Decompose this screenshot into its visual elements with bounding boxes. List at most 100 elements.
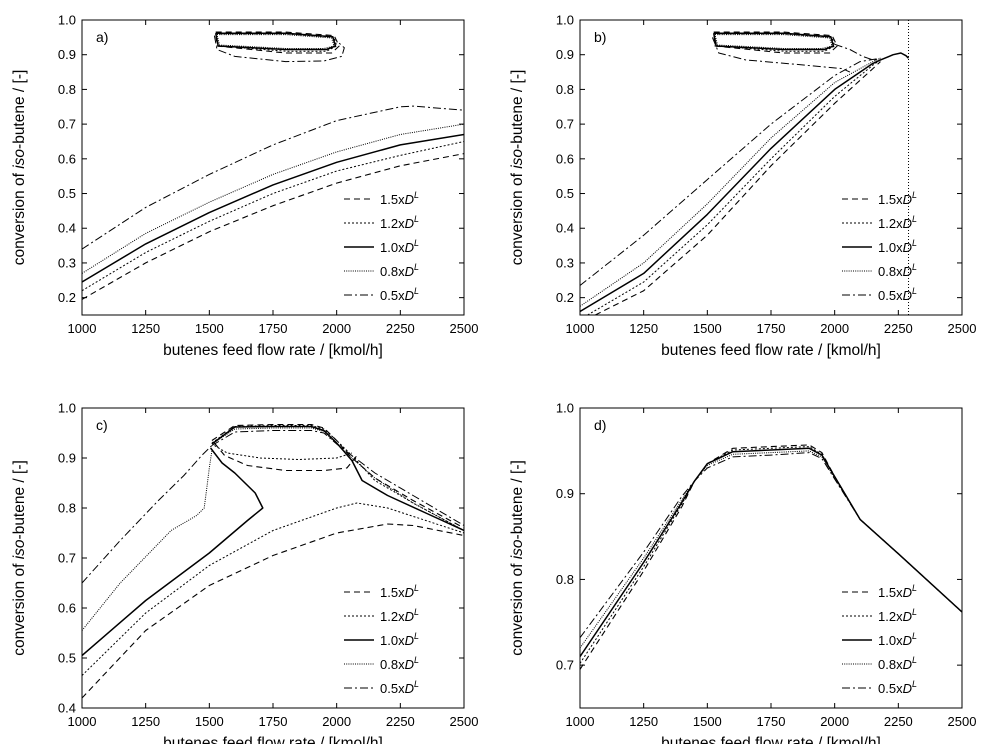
legend-entry: 0.8xDL [878,655,917,672]
y-tick-label: 0.9 [58,47,76,62]
x-tick-label: 2000 [820,321,849,336]
y-tick-label: 0.4 [58,221,76,236]
legend-entry: 1.0xDL [878,631,917,648]
series-group [82,31,464,300]
x-tick-label: 2000 [322,714,351,729]
x-tick-label: 2500 [948,714,977,729]
panel-label: d) [594,417,606,433]
series-group [82,423,464,699]
series-line-1.2x [580,446,962,664]
series-line-1.5x [211,423,464,529]
series-line-0.5x [82,445,213,584]
panel-4: 1000 1250 1500 1750 2000 2250 2500 0.7 0.8 0.9 1.0… [509,401,976,744]
panel-1: 1000 1250 1500 1750 2000 2250 2500 0.2 0.3 0.4 0.5… [11,13,478,360]
series-line-0.8x [82,123,464,274]
x-tick-label: 1750 [757,321,786,336]
legend-entry: 1.5xDL [878,583,917,600]
x-tick-label: 1000 [68,714,97,729]
x-axis-label: butenes feed flow rate / [kmol/h] [163,342,383,359]
series-line-1.2x [82,502,464,676]
series-line-1.0x [82,447,264,657]
y-tick-label: 0.6 [58,151,76,166]
x-tick-label: 1750 [259,714,288,729]
series-line-0.5x [211,430,464,526]
x-tick-label: 2000 [322,321,351,336]
legend: 1.5xDL 1.2xDL 1.0xDL 0.8xDL 0.5xDL [842,190,917,303]
y-tick-label: 1.0 [556,13,574,28]
x-tick-label: 1250 [131,714,160,729]
series-line-0.5x [82,105,464,250]
series-line-0.8x [216,34,335,49]
x-tick-label: 2250 [884,714,913,729]
legend-entry: 0.5xDL [878,286,917,303]
series-line-1.0x [580,59,881,313]
x-tick-label: 2250 [884,321,913,336]
x-tick-label: 1750 [259,321,288,336]
y-tick-label: 0.2 [556,290,574,305]
y-tick-label: 0.7 [58,551,76,566]
series-line-0.8x [714,34,833,49]
panel-label: a) [96,29,108,45]
legend-entry: 1.0xDL [878,238,917,255]
series-line-1.0x [214,32,337,51]
x-tick-label: 1500 [693,714,722,729]
legend-entry: 1.2xDL [878,214,917,231]
series-line-0.5x [213,35,345,63]
series-line-1.0x [880,52,910,61]
y-tick-label: 0.4 [556,221,574,236]
y-tick-label: 1.0 [58,401,76,416]
y-axis-label: conversion of iso-butene / [-] [509,70,526,266]
x-tick-label: 1500 [195,321,224,336]
y-tick-label: 0.6 [556,151,574,166]
y-tick-label: 0.5 [556,186,574,201]
panel-label: b) [594,29,606,45]
x-tick-label: 2500 [450,714,479,729]
x-axis-label: butenes feed flow rate / [kmol/h] [163,735,383,744]
series-line-1.5x [82,523,464,699]
series-line-1.5x [595,61,881,315]
legend-entry: 1.0xDL [380,238,419,255]
panel-3: 1000 1250 1500 1750 2000 2250 2500 0.4 0.5 0.6 0.7… [11,401,478,744]
series-line-1.0x [712,32,835,51]
y-tick-label: 0.4 [58,701,76,716]
legend: 1.5xDL 1.2xDL 1.0xDL 0.8xDL 0.5xDL [344,190,419,303]
x-tick-label: 1250 [131,321,160,336]
y-tick-label: 0.3 [58,255,76,270]
x-tick-label: 1000 [68,321,97,336]
legend-entry: 0.8xDL [878,262,917,279]
series-line-1.0x [580,447,962,658]
y-tick-label: 0.8 [58,82,76,97]
x-tick-label: 1250 [629,321,658,336]
x-axis-label: butenes feed flow rate / [kmol/h] [661,735,881,744]
x-tick-label: 2000 [820,714,849,729]
y-tick-label: 0.7 [556,658,574,673]
y-axis-label: conversion of iso-butene / [-] [11,70,28,266]
series-line-0.8x [211,427,464,531]
x-axis-label: butenes feed flow rate / [kmol/h] [661,342,881,359]
series-line-1.0x [211,425,464,532]
legend-entry: 1.2xDL [878,607,917,624]
series-line-1.2x [587,59,881,315]
x-tick-label: 1000 [566,321,595,336]
x-tick-label: 2250 [386,714,415,729]
series-line-0.5x [580,452,962,638]
y-tick-label: 0.7 [58,117,76,132]
y-tick-label: 0.7 [556,117,574,132]
y-tick-label: 1.0 [58,13,76,28]
y-tick-label: 0.8 [556,82,574,97]
series-line-0.8x [580,57,881,307]
series-line-1.5x [82,153,464,300]
x-tick-label: 1250 [629,714,658,729]
series-group [580,31,910,315]
panel-2: 1000 1250 1500 1750 2000 2250 2500 0.2 0.3 0.4 0.5… [509,13,976,360]
y-tick-label: 0.2 [58,290,76,305]
x-tick-label: 2250 [386,321,415,336]
series-line-0.8x [82,450,213,631]
y-tick-label: 0.5 [58,186,76,201]
x-tick-label: 1000 [566,714,595,729]
y-tick-label: 0.9 [556,47,574,62]
y-tick-label: 0.6 [58,601,76,616]
x-tick-label: 1750 [757,714,786,729]
series-line-1.2x [211,425,464,531]
legend-entry: 0.5xDL [380,679,419,696]
